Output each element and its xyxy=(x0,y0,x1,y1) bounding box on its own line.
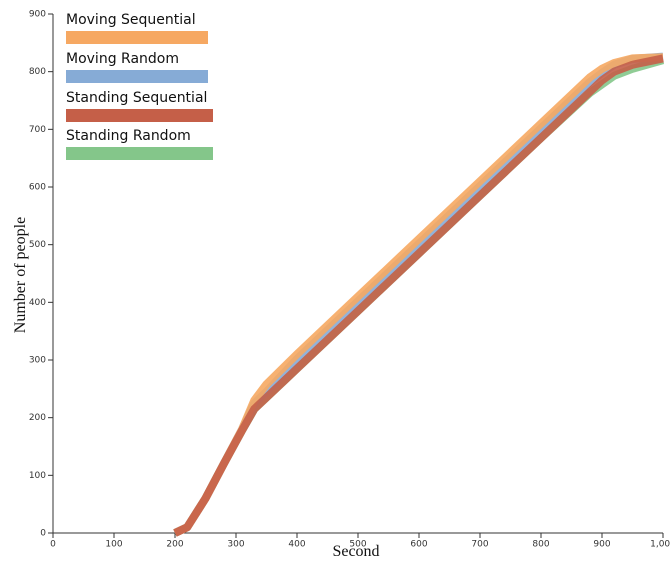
x-tick-label: 900 xyxy=(593,540,610,550)
y-tick-label: 600 xyxy=(29,183,46,193)
x-tick-label: 700 xyxy=(471,540,488,550)
x-tick-label: 0 xyxy=(50,540,56,550)
legend-swatch xyxy=(66,109,213,122)
y-tick-label: 500 xyxy=(29,240,46,250)
x-tick-label: 100 xyxy=(105,540,122,550)
y-tick-label: 200 xyxy=(29,413,46,423)
x-tick-label: 1,000 xyxy=(650,540,670,550)
x-tick-label: 300 xyxy=(227,540,244,550)
y-tick-label: 300 xyxy=(29,356,46,366)
legend-swatch xyxy=(66,147,213,160)
y-tick-label: 800 xyxy=(29,67,46,77)
series-line xyxy=(173,56,665,537)
series-line xyxy=(173,52,664,537)
x-axis-title: Second xyxy=(332,543,379,560)
legend-label: Standing Random xyxy=(66,128,191,144)
x-tick-label: 800 xyxy=(532,540,549,550)
series-line xyxy=(173,53,664,537)
legend-swatch xyxy=(66,70,208,83)
legend-label: Moving Sequential xyxy=(66,12,196,28)
y-tick-label: 900 xyxy=(29,10,46,20)
x-tick-label: 600 xyxy=(410,540,427,550)
legend-swatch xyxy=(66,31,208,44)
legend-label: Standing Sequential xyxy=(66,90,207,106)
legend-label: Moving Random xyxy=(66,51,179,67)
series-line xyxy=(173,54,664,537)
y-tick-label: 0 xyxy=(40,529,46,539)
y-tick-label: 100 xyxy=(29,471,46,481)
y-tick-label: 400 xyxy=(29,298,46,308)
y-axis-title: Number of people xyxy=(12,217,29,333)
y-tick-label: 700 xyxy=(29,125,46,135)
x-tick-label: 500 xyxy=(349,540,366,550)
x-tick-label: 400 xyxy=(288,540,305,550)
x-tick-label: 200 xyxy=(166,540,183,550)
